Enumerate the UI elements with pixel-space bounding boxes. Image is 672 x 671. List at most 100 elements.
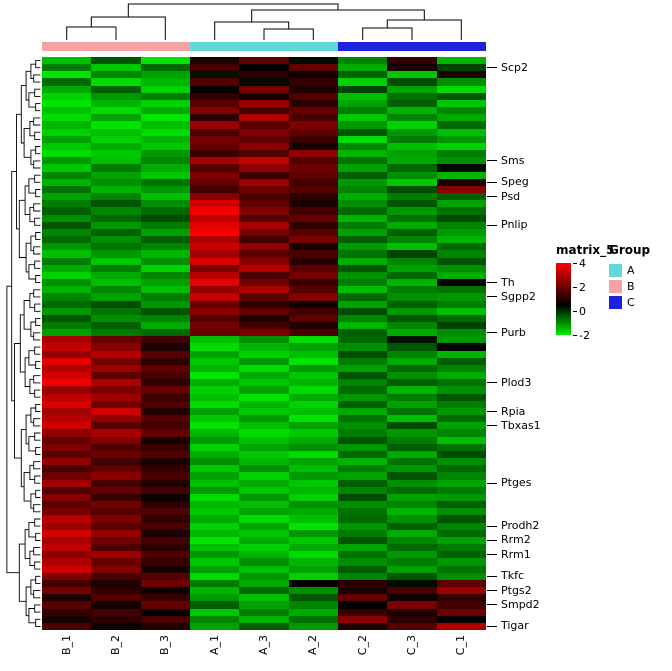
heatmap-cell <box>337 214 388 222</box>
heatmap-cell <box>288 443 338 451</box>
heatmap-cell <box>288 522 338 530</box>
heatmap-cell <box>91 608 141 616</box>
row-label-tick <box>487 482 497 484</box>
heatmap-cell <box>436 78 486 86</box>
heatmap-cell <box>189 364 240 373</box>
heatmap-cell <box>337 228 388 237</box>
heatmap-cell <box>436 386 486 394</box>
heatmap-cell <box>42 200 92 208</box>
heatmap-cell <box>337 329 388 337</box>
heatmap-cell <box>288 429 338 437</box>
heatmap-cell <box>337 92 388 100</box>
heatmap-cell <box>288 364 338 373</box>
heatmap-cell <box>436 178 486 186</box>
heatmap-cell <box>387 594 437 602</box>
heatmap-cell <box>239 393 289 401</box>
heatmap-cell <box>91 372 141 380</box>
heatmap-cell <box>239 594 289 602</box>
heatmap-cell <box>337 386 388 394</box>
heatmap-cell <box>91 515 141 523</box>
heatmap-cell <box>239 544 289 552</box>
heatmap-cell <box>189 286 240 294</box>
heatmap-cell <box>387 322 437 330</box>
heatmap-cell <box>436 271 486 280</box>
heatmap-cell <box>387 250 437 258</box>
heatmap-cell <box>387 329 437 337</box>
heatmap-cell <box>239 379 289 387</box>
heatmap-cell <box>436 107 486 115</box>
heatmap-cell <box>288 357 338 365</box>
heatmap-cell <box>239 264 289 272</box>
heatmap-cell <box>91 236 141 244</box>
heatmap-cell <box>387 264 437 272</box>
heatmap-cell <box>189 472 240 480</box>
heatmap-cell <box>436 286 486 294</box>
heatmap-cell <box>189 493 240 502</box>
heatmap-cell <box>140 207 190 215</box>
heatmap-cell <box>288 92 338 100</box>
heatmap-cell <box>91 329 141 337</box>
heatmap-cell <box>140 214 190 222</box>
column-dendrogram <box>66 3 462 40</box>
heatmap-cell <box>42 78 92 86</box>
heatmap-cell <box>288 601 338 609</box>
heatmap-cell <box>337 357 388 365</box>
heatmap-cell <box>91 257 141 265</box>
heatmap-cell <box>239 386 289 394</box>
heatmap-cell <box>436 615 486 623</box>
heatmap-cell <box>189 422 240 430</box>
heatmap-cell <box>91 57 141 65</box>
heatmap-cell <box>436 443 486 451</box>
heatmap-cell <box>288 293 338 301</box>
heatmap-cell <box>140 601 190 609</box>
colorbar-legend: matrix_5 4 2 0 -2 <box>556 243 614 342</box>
heatmap-cell <box>239 529 289 537</box>
heatmap-cell <box>42 343 92 351</box>
heatmap-cell <box>91 128 141 136</box>
heatmap-cell <box>239 443 289 451</box>
group-label: A <box>627 263 635 277</box>
heatmap-cell <box>387 300 437 308</box>
heatmap-cell <box>189 415 240 423</box>
column-label: A_2 <box>306 635 320 656</box>
heatmap-cell <box>436 128 486 136</box>
heatmap-cell <box>387 529 437 537</box>
heatmap-cell <box>189 157 240 165</box>
heatmap-cell <box>91 558 141 566</box>
heatmap-cell <box>239 608 289 616</box>
heatmap-cell <box>436 393 486 401</box>
heatmap-cell <box>436 322 486 330</box>
heatmap-cell <box>42 501 92 509</box>
heatmap-cell <box>189 293 240 301</box>
heatmap-cell <box>91 221 141 229</box>
group-label: B <box>627 279 635 293</box>
heatmap-cell <box>239 350 289 358</box>
heatmap-cell <box>42 293 92 301</box>
row-label: Scp2 <box>487 61 528 74</box>
heatmap-grid <box>42 57 486 630</box>
heatmap-cell <box>337 135 388 143</box>
heatmap-cell <box>189 400 240 408</box>
heatmap-cell <box>239 236 289 244</box>
heatmap-cell <box>288 422 338 430</box>
heatmap-cell <box>239 128 289 136</box>
heatmap-cell <box>239 171 289 179</box>
heatmap-cell <box>436 622 486 630</box>
heatmap-cell <box>436 536 486 545</box>
heatmap-cell <box>337 336 388 344</box>
heatmap-cell <box>387 486 437 494</box>
heatmap-cell <box>189 587 240 595</box>
heatmap-cell <box>387 99 437 108</box>
heatmap-cell <box>387 515 437 523</box>
heatmap-cell <box>239 150 289 158</box>
heatmap-cell <box>140 264 190 272</box>
heatmap-cell <box>239 64 289 72</box>
heatmap-cell <box>288 608 338 616</box>
heatmap-cell <box>91 64 141 72</box>
row-label-tick <box>487 196 497 198</box>
heatmap-cell <box>91 171 141 179</box>
heatmap-cell <box>239 450 289 459</box>
heatmap-cell <box>387 85 437 93</box>
row-label-tick <box>487 296 497 298</box>
